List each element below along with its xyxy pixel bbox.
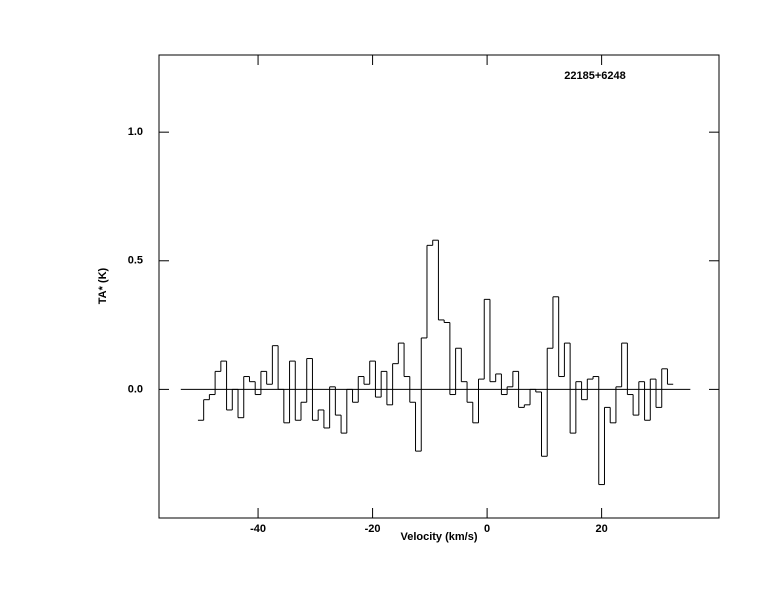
x-tick-label: 20 [595, 523, 607, 535]
x-tick-label: -20 [365, 523, 381, 535]
plot-frame [158, 54, 720, 519]
y-tick-label: 0.5 [128, 255, 143, 267]
y-tick-label: 0.0 [128, 383, 143, 395]
x-axis-label: Velocity (km/s) [400, 531, 477, 543]
y-axis-label: TA* (K) [97, 267, 109, 304]
x-tick-label: 0 [484, 523, 490, 535]
y-tick-label: 1.0 [128, 126, 143, 138]
chart-title: 22185+6248 [564, 70, 625, 82]
x-tick-label: -40 [250, 523, 266, 535]
